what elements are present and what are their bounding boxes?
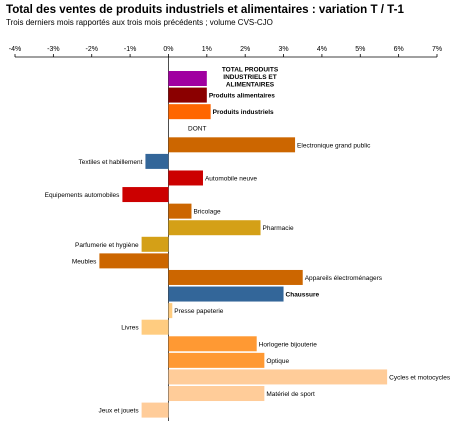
bar-label: Livres bbox=[121, 325, 139, 332]
bar bbox=[168, 386, 265, 402]
x-tick-label: 3% bbox=[278, 46, 288, 53]
bar-label: Electronique grand public bbox=[297, 142, 371, 149]
x-tick-label: 5% bbox=[355, 46, 365, 53]
bar bbox=[168, 104, 211, 120]
bar bbox=[141, 319, 169, 335]
bar bbox=[168, 269, 303, 285]
x-tick-label: -1% bbox=[124, 46, 136, 53]
bar-label: Textiles et habillement bbox=[78, 159, 142, 166]
bar bbox=[168, 71, 207, 86]
x-tick-label: 1% bbox=[202, 46, 212, 53]
bar-label: Produits alimentaires bbox=[209, 93, 275, 100]
bar bbox=[168, 137, 296, 153]
bar-label-line: INDUSTRIELS ET bbox=[223, 74, 276, 81]
bar bbox=[168, 336, 257, 352]
bar bbox=[168, 303, 173, 319]
x-tick-label: -2% bbox=[86, 46, 98, 53]
bar-label: TOTAL PRODUITS INDUSTRIELS ET ALIMENTAIRES bbox=[222, 67, 279, 89]
bar-label: Cycles et motocycles bbox=[389, 374, 450, 381]
bar bbox=[141, 236, 169, 252]
bar-label: Produits industriels bbox=[213, 109, 274, 116]
bar bbox=[168, 203, 192, 219]
bar-label: Jeux et jouets bbox=[98, 408, 139, 415]
bar-label: Bricolage bbox=[193, 209, 220, 216]
x-tick-label: -3% bbox=[47, 46, 59, 53]
bar bbox=[99, 253, 169, 269]
bar bbox=[168, 220, 261, 236]
x-tick-label: 4% bbox=[317, 46, 327, 53]
bar-label: DONT bbox=[188, 126, 206, 133]
bar-label: Pharmacie bbox=[263, 225, 294, 232]
bar-label: Chaussure bbox=[286, 292, 320, 299]
bar-label: Parfumerie et hygiène bbox=[75, 242, 139, 249]
bar bbox=[122, 187, 169, 203]
bar-label: Appareils électroménagers bbox=[305, 275, 383, 282]
bar bbox=[141, 402, 169, 418]
bar-label-line: TOTAL PRODUITS bbox=[222, 67, 279, 74]
bar bbox=[168, 170, 203, 186]
bar-label: Matériel de sport bbox=[266, 391, 315, 398]
bar-label-line: ALIMENTAIRES bbox=[226, 82, 275, 89]
bar bbox=[145, 153, 169, 169]
x-tick-label: 2% bbox=[240, 46, 250, 53]
x-tick-label: 6% bbox=[394, 46, 404, 53]
x-tick-label: -4% bbox=[9, 46, 21, 53]
bar bbox=[168, 286, 284, 302]
bar bbox=[168, 369, 388, 385]
bar-label: Horlogerie bijouterie bbox=[259, 341, 318, 348]
bar bbox=[168, 352, 265, 368]
chart-subtitle: Trois derniers mois rapportés aux trois … bbox=[6, 18, 273, 27]
bar-label: Equipements automobiles bbox=[45, 192, 121, 199]
bar-label: Meubles bbox=[72, 258, 97, 265]
x-tick-label: 7% bbox=[432, 46, 442, 53]
chart-title: Total des ventes de produits industriels… bbox=[6, 3, 404, 16]
bar bbox=[168, 87, 207, 103]
bar-label: Automobile neuve bbox=[205, 175, 257, 182]
bar-label: Presse papeterie bbox=[174, 308, 224, 315]
bar-label: Optique bbox=[266, 358, 289, 365]
x-tick-label: 0% bbox=[163, 46, 173, 53]
